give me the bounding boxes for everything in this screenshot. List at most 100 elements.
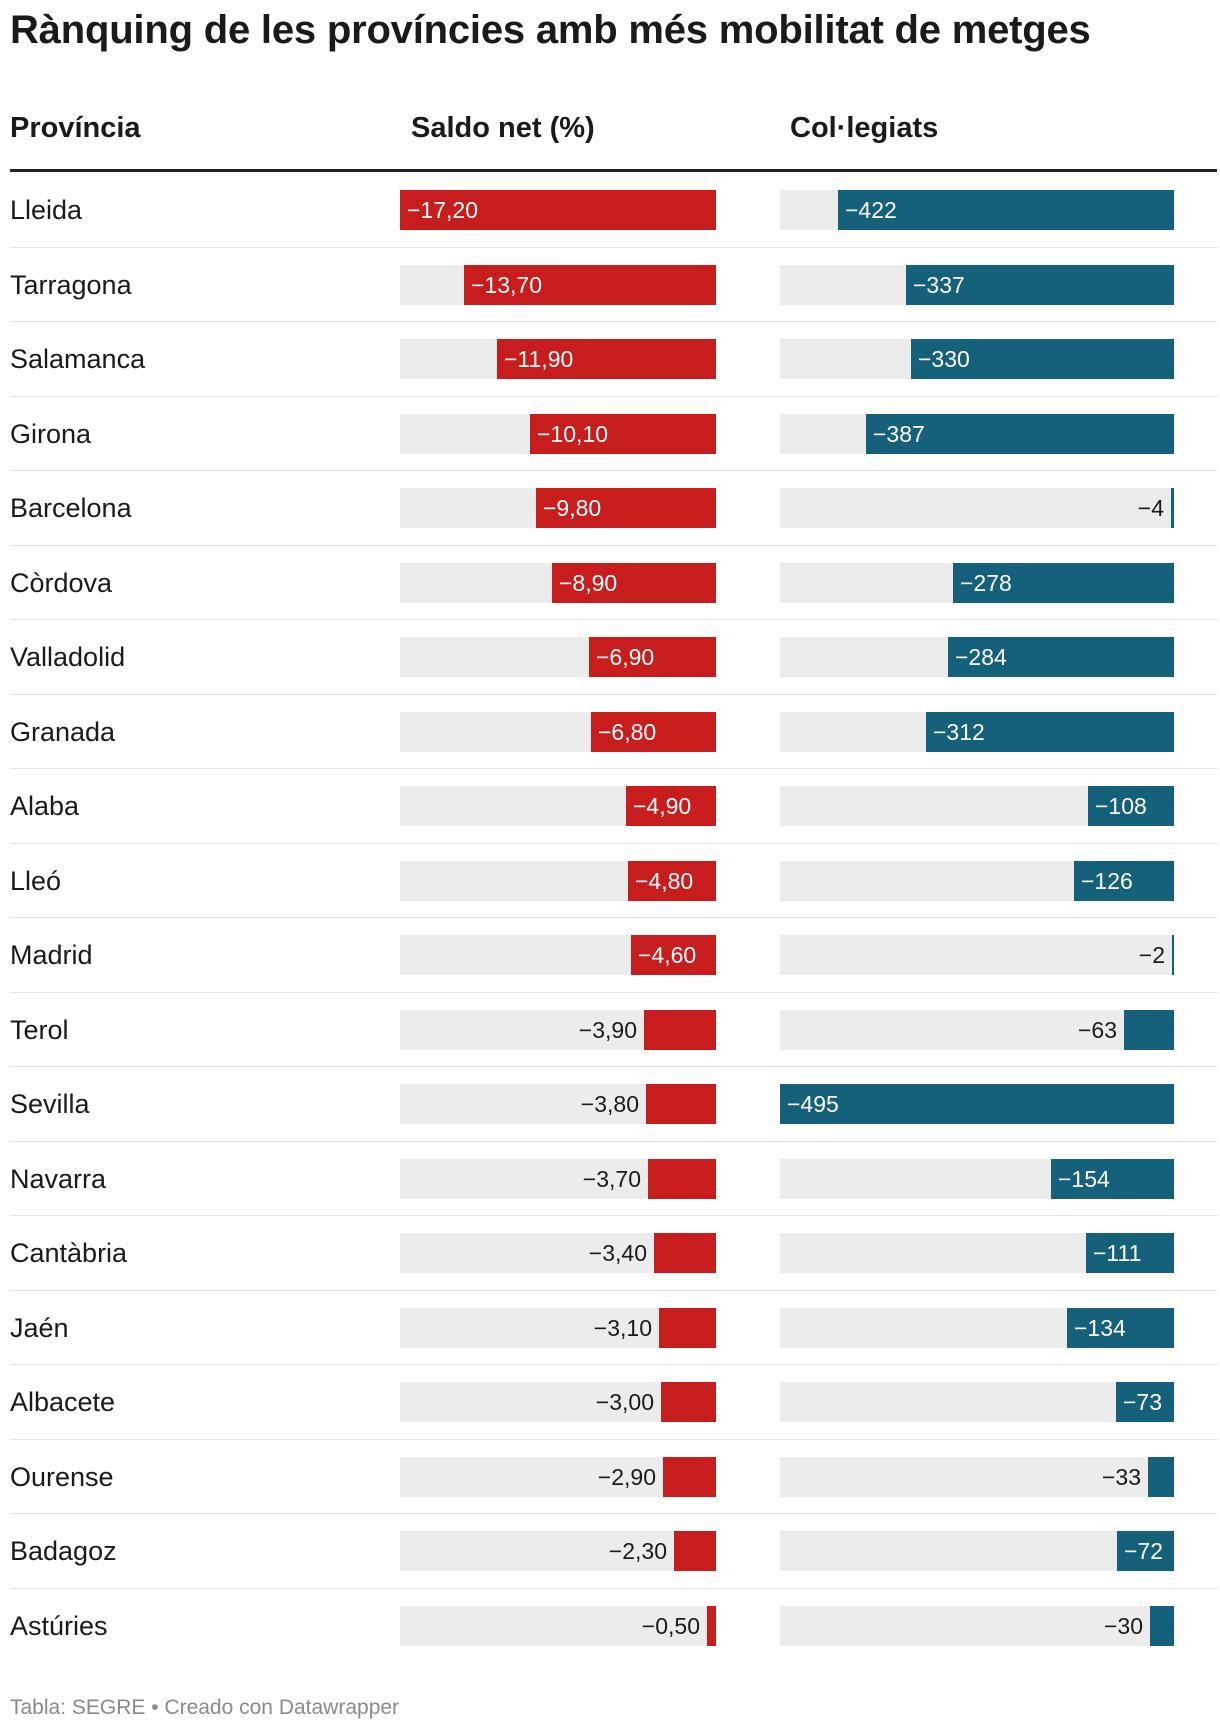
province-name: Lleó [10,866,62,896]
saldo-value: −11,90 [504,346,574,372]
saldo-track: −6,90 [400,637,716,677]
colegiats-bar [780,1084,1174,1124]
colegiats-track: −312 [780,712,1174,752]
province-name: Granada [10,717,116,747]
province-name: Valladolid [10,642,126,672]
saldo-track: −2,30 [400,1531,716,1571]
province-name: Badagoz [10,1536,117,1566]
saldo-track: −3,90 [400,1010,716,1050]
colegiats-bar [948,637,1174,677]
table-row: Madrid −4,60 −2 [10,918,1217,992]
saldo-track: −3,10 [400,1308,716,1348]
table-row: Navarra −3,70 −154 [10,1142,1217,1216]
colegiats-track: −387 [780,414,1174,454]
colegiats-value: −63 [1077,1017,1117,1043]
column-header-saldo: Saldo net (%) [411,112,595,144]
colegiats-value: −111 [1093,1240,1142,1266]
province-name: Sevilla [10,1089,90,1119]
row-divider [10,768,1217,769]
table-row: Badagoz −2,30 −72 [10,1514,1217,1588]
row-divider [10,396,1217,397]
colegiats-value: −337 [913,272,965,298]
saldo-value: −2,90 [597,1464,656,1490]
province-name: Terol [10,1015,69,1045]
saldo-track: −3,40 [400,1233,716,1273]
saldo-track: −3,70 [400,1159,716,1199]
row-divider [10,1290,1217,1291]
colegiats-value: −126 [1081,868,1133,894]
saldo-bar [626,786,716,826]
province-name: Girona [10,419,92,449]
header-rule [10,169,1217,172]
colegiats-track: −422 [780,190,1174,230]
colegiats-track: −330 [780,339,1174,379]
colegiats-bar [1124,1010,1174,1050]
row-divider [10,470,1217,471]
saldo-value: −0,50 [641,1613,700,1639]
table-row: Còrdova −8,90 −278 [10,546,1217,620]
saldo-bar [530,414,716,454]
saldo-track: −3,00 [400,1382,716,1422]
province-name: Navarra [10,1164,107,1194]
colegiats-track: −108 [780,786,1174,826]
saldo-bar [464,265,716,305]
saldo-value: −3,70 [582,1166,641,1192]
saldo-bar [654,1233,716,1273]
row-divider [10,1215,1217,1216]
province-name: Lleida [10,195,83,225]
province-name: Salamanca [10,344,146,374]
colegiats-bar [926,712,1174,752]
colegiats-value: −4 [1137,495,1164,521]
province-name: Jaén [10,1313,69,1343]
saldo-value: −13,70 [471,272,542,298]
saldo-value: −3,40 [588,1240,647,1266]
colegiats-value: −33 [1101,1464,1141,1490]
table-row: Albacete −3,00 −73 [10,1365,1217,1439]
saldo-bar [497,339,716,379]
province-name: Alaba [10,791,80,821]
table-row: Astúries −0,50 −30 [10,1589,1217,1663]
province-name: Còrdova [10,568,113,598]
province-name: Ourense [10,1462,114,1492]
saldo-value: −6,90 [596,644,655,670]
colegiats-track: −111 [780,1233,1174,1273]
saldo-track: −3,80 [400,1084,716,1124]
row-divider [10,545,1217,546]
colegiats-bar [1171,488,1174,528]
saldo-bar [707,1606,716,1646]
saldo-bar [646,1084,716,1124]
colegiats-value: −108 [1095,793,1147,819]
row-divider [10,694,1217,695]
saldo-bar [631,935,716,975]
colegiats-value: −495 [787,1091,839,1117]
colegiats-bar [1088,786,1174,826]
saldo-bar [663,1457,716,1497]
saldo-bar [644,1010,716,1050]
table-row: Cantàbria −3,40 −111 [10,1216,1217,1290]
colegiats-value: −330 [918,346,970,372]
saldo-track: −6,80 [400,712,716,752]
saldo-value: −10,10 [537,421,608,447]
table-row: Lleida −17,20 −422 [10,173,1217,247]
colegiats-track: −495 [780,1084,1174,1124]
colegiats-value: −312 [933,719,985,745]
colegiats-track: −30 [780,1606,1174,1646]
colegiats-value: −73 [1123,1389,1163,1415]
province-name: Cantàbria [10,1238,128,1268]
saldo-track: −11,90 [400,339,716,379]
row-divider [10,1364,1217,1365]
table-row: Valladolid −6,90 −284 [10,620,1217,694]
colegiats-track: −278 [780,563,1174,603]
colegiats-track: −126 [780,861,1174,901]
footer-credit: Tabla: SEGRE • Creado con Datawrapper [10,1696,400,1719]
saldo-track: −9,80 [400,488,716,528]
table-row: Jaén −3,10 −134 [10,1291,1217,1365]
saldo-bar [648,1159,716,1199]
saldo-value: −8,90 [559,570,618,596]
saldo-value: −9,80 [543,495,602,521]
colegiats-track: −134 [780,1308,1174,1348]
saldo-track: −4,80 [400,861,716,901]
saldo-bar [661,1382,716,1422]
saldo-bar [536,488,716,528]
saldo-track: −4,90 [400,786,716,826]
